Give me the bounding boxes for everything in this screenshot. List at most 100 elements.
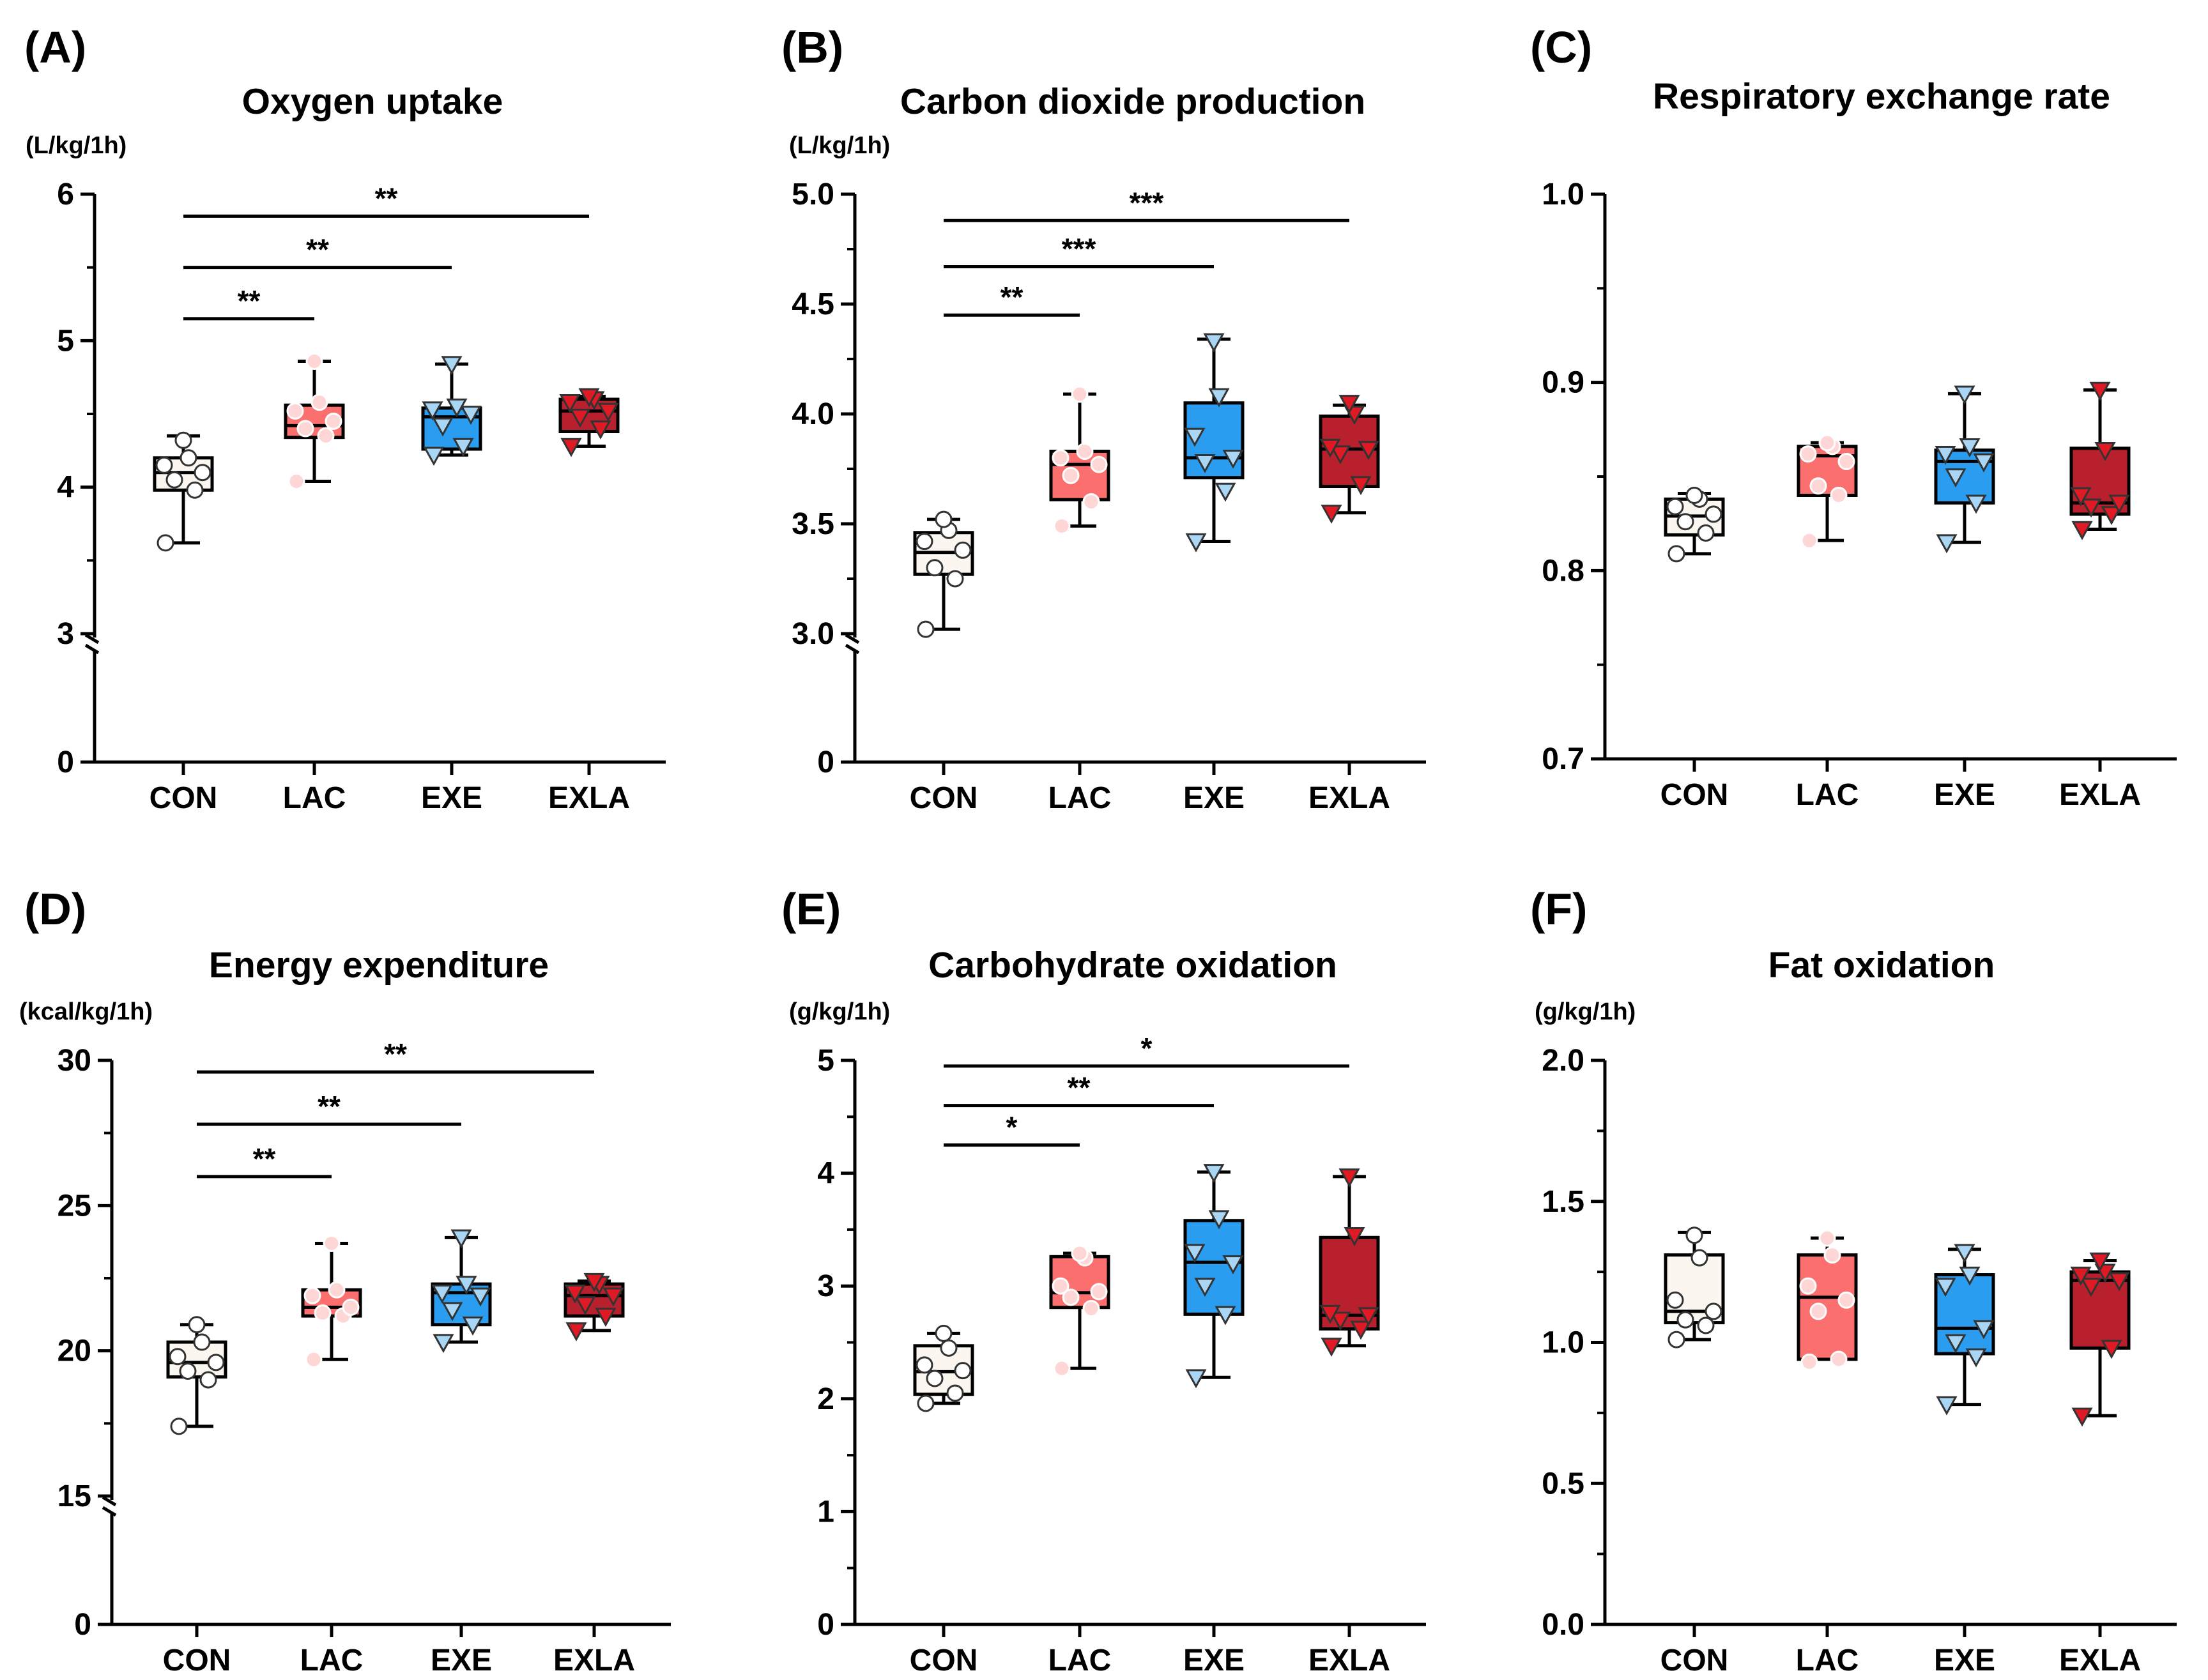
- data-point: [1809, 1302, 1827, 1320]
- data-point: [328, 1281, 346, 1299]
- data-point: [1222, 1255, 1244, 1274]
- box-lac: [1049, 1244, 1110, 1377]
- data-point: [2080, 498, 2102, 518]
- data-point: [917, 620, 935, 638]
- data-point: [1090, 1283, 1108, 1301]
- data-point: [954, 541, 972, 559]
- data-point: [1799, 445, 1817, 463]
- data-point: [2071, 1407, 2093, 1427]
- chart-title: Carbon dioxide production: [900, 81, 1365, 122]
- chart-title: Fat oxidation: [1768, 945, 1995, 986]
- data-point: [1330, 1311, 1351, 1331]
- data-point: [1062, 466, 1080, 484]
- data-point: [560, 438, 582, 457]
- y-tick-label: 0.0: [1542, 1608, 1584, 1642]
- x-tick-label: EXE: [1934, 1644, 1995, 1677]
- significance-label: **: [1000, 280, 1023, 314]
- data-point: [1071, 385, 1089, 403]
- data-point: [1344, 1227, 1365, 1246]
- data-point: [2071, 521, 2093, 540]
- data-point: [946, 1384, 964, 1402]
- data-point: [432, 417, 454, 437]
- data-point: [1973, 453, 1995, 473]
- data-point: [286, 402, 304, 420]
- panel-c: (C) Respiratory exchange rate 0.7 0.8 0.9 1.0…: [1530, 22, 2177, 812]
- data-point: [595, 1308, 617, 1327]
- box-con: [166, 1316, 227, 1435]
- box-con: [1664, 1226, 1725, 1348]
- data-point: [578, 388, 600, 408]
- y-tick-label: 0.5: [1542, 1467, 1584, 1501]
- data-point: [1215, 1306, 1236, 1325]
- data-point: [1936, 534, 1958, 554]
- data-point: [2070, 1266, 2092, 1286]
- data-point: [1071, 1244, 1089, 1262]
- data-point: [456, 1276, 477, 1295]
- data-point: [917, 1394, 935, 1412]
- data-point: [169, 1348, 187, 1366]
- significance-label: ***: [1062, 233, 1096, 266]
- chart-title: Carbohydrate oxidation: [928, 945, 1337, 986]
- data-point: [569, 408, 591, 428]
- data-point: [564, 1285, 586, 1304]
- data-point: [2070, 487, 2092, 507]
- axis-break-mark: [84, 643, 100, 655]
- x-tick-label: LAC: [1796, 778, 1859, 812]
- data-point: [1082, 493, 1100, 511]
- data-point: [1685, 1226, 1703, 1244]
- data-point: [170, 1417, 188, 1435]
- box-exla: [1319, 1168, 1380, 1357]
- x-tick-label: CON: [910, 1644, 978, 1677]
- data-point: [916, 1356, 933, 1374]
- data-point: [954, 1362, 972, 1380]
- box-lac: [1797, 434, 1858, 549]
- x-tick-label: EXLA: [2059, 778, 2141, 812]
- panel-b: (B) Carbon dioxide production (L/kg/1h) 0 3.…: [781, 22, 1426, 815]
- chart-title: Oxygen uptake: [242, 81, 503, 122]
- panel-e: (E) Carbohydrate oxidation (g/kg/1h) 0 1 2 3 4 5…: [781, 884, 1426, 1677]
- data-point: [317, 427, 335, 445]
- data-point: [1053, 1359, 1071, 1377]
- y-tick-label: 0: [74, 1608, 91, 1642]
- y-tick-label: 6: [57, 178, 74, 211]
- x-tick-label: LAC: [300, 1644, 364, 1677]
- data-point: [323, 1234, 341, 1252]
- y-tick-label: 2.0: [1542, 1044, 1584, 1078]
- data-point: [303, 1287, 321, 1304]
- data-point: [1667, 545, 1685, 563]
- data-point: [422, 401, 443, 421]
- y-tick-label: 0: [817, 745, 834, 779]
- y-tick-label: 4.0: [792, 397, 834, 431]
- data-point: [1818, 434, 1836, 452]
- axis-break-mark: [845, 643, 860, 655]
- significance-label: **: [238, 284, 261, 317]
- data-point: [1222, 450, 1244, 469]
- data-point: [1350, 1320, 1372, 1340]
- data-point: [559, 393, 581, 413]
- y-tick-label: 20: [57, 1334, 91, 1368]
- data-point: [1809, 477, 1827, 495]
- data-point: [602, 1287, 624, 1307]
- data-point: [590, 420, 611, 440]
- x-tick-label: CON: [1660, 778, 1729, 812]
- data-point: [1935, 445, 1956, 465]
- data-point: [1965, 494, 1987, 514]
- y-axis-unit: (L/kg/1h): [789, 132, 890, 159]
- y-tick-label: 5.0: [792, 178, 834, 211]
- data-point: [188, 1316, 206, 1334]
- data-point: [1090, 455, 1108, 473]
- x-tick-label: LAC: [1796, 1644, 1859, 1677]
- axis-break-mark: [84, 633, 100, 645]
- data-point: [194, 464, 211, 482]
- data-point: [1959, 1266, 1981, 1286]
- significance-label: **: [318, 1090, 341, 1123]
- box-con: [153, 431, 214, 552]
- data-point: [1830, 1350, 1848, 1368]
- data-point: [1954, 385, 1975, 405]
- axis-break-mark: [102, 1506, 117, 1517]
- x-tick-label: EXE: [1183, 781, 1245, 815]
- data-point: [1185, 1369, 1207, 1389]
- data-point: [296, 420, 314, 438]
- significance-label: **: [253, 1142, 276, 1175]
- box-exla: [2069, 381, 2131, 540]
